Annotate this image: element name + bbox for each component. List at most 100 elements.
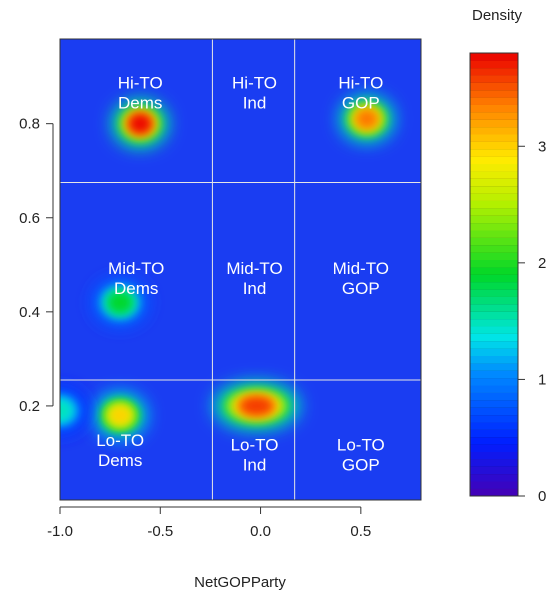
colorbar-band <box>470 451 518 460</box>
colorbar-band <box>470 97 518 105</box>
density-contour <box>110 293 131 311</box>
colorbar-band <box>470 141 518 150</box>
colorbar-band <box>470 340 518 349</box>
colorbar-band <box>470 488 518 497</box>
colorbar-band <box>470 289 518 297</box>
x-axis: -1.0 -0.5 0.0 0.5 <box>47 506 371 540</box>
colorbar-band <box>470 82 518 91</box>
colorbar-band <box>470 348 518 357</box>
region-label: Mid-TO Ind <box>226 259 282 298</box>
colorbar-band <box>470 244 518 253</box>
density-peak <box>60 387 87 434</box>
colorbar-band <box>470 259 518 268</box>
colorbar-band <box>470 230 518 238</box>
density-contour <box>356 110 377 128</box>
colorbar-band <box>470 385 518 393</box>
colorbar-band <box>470 156 518 165</box>
colorbar-band <box>470 333 518 342</box>
colorbar-band <box>470 171 518 179</box>
colorbar-band <box>470 274 518 283</box>
plot-area: Hi-TO Dems Hi-TO Ind Hi-TO GOP Mid-TO Dems Mid-T… <box>59 38 422 501</box>
density-contour <box>130 115 151 133</box>
y-tick-label: 0.4 <box>19 304 40 321</box>
colorbar-band <box>470 60 518 69</box>
region-labels: Hi-TO Dems Hi-TO Ind Hi-TO GOP Mid-TO Dems Mid-T… <box>96 73 389 474</box>
y-tick-label: 0.6 <box>19 210 40 227</box>
divider-lines <box>60 39 421 500</box>
region-label: Hi-TO GOP <box>338 73 383 112</box>
y-axis: 0.2 0.4 0.6 0.8 <box>19 116 54 415</box>
colorbar-band <box>470 104 518 113</box>
colorbar-band <box>470 444 518 452</box>
colorbar-band <box>470 311 518 320</box>
region-label: Hi-TO Dems <box>118 73 163 112</box>
region-label: Lo-TO Ind <box>231 436 279 475</box>
region-label: Mid-TO Dems <box>108 259 164 298</box>
region-label: Hi-TO Ind <box>232 73 277 112</box>
colorbar-band <box>470 67 518 76</box>
colorbar-tick-label: 3 <box>538 138 546 155</box>
colorbar-band <box>470 414 518 423</box>
colorbar-tick-label: 2 <box>538 255 546 272</box>
colorbar-band <box>470 208 518 216</box>
plot-frame <box>59 38 422 501</box>
x-tick-label: 0.0 <box>250 523 271 540</box>
x-tick-label: -1.0 <box>47 523 73 540</box>
colorbar-band <box>470 355 518 364</box>
colorbar-band <box>470 53 518 61</box>
colorbar-band <box>470 473 518 482</box>
region-label: Mid-TO GOP <box>333 259 389 298</box>
colorbar-band <box>470 370 518 379</box>
density-contour <box>60 402 71 420</box>
colorbar-band <box>470 126 518 135</box>
colorbar-band <box>470 363 518 371</box>
colorbar-band <box>470 481 518 489</box>
colorbar-band <box>470 281 518 290</box>
colorbar-band <box>470 134 518 142</box>
colorbar-band <box>470 422 518 430</box>
x-tick-label: 0.5 <box>350 523 371 540</box>
x-tick-label: -0.5 <box>147 523 173 540</box>
colorbar-band <box>470 252 518 261</box>
colorbar-band <box>470 400 518 408</box>
colorbar-band <box>470 392 518 401</box>
colorbar-band <box>470 112 518 120</box>
colorbar-band <box>470 237 518 246</box>
density-contour <box>110 406 131 424</box>
density-peak <box>339 96 394 142</box>
colorbar-tick-label: 1 <box>538 371 546 388</box>
colorbar-band <box>470 377 518 386</box>
colorbar-band <box>470 193 518 201</box>
density-peak <box>93 279 148 326</box>
colorbar-band <box>470 436 518 445</box>
colorbar-frame <box>469 52 519 497</box>
y-tick-label: 0.8 <box>19 116 40 133</box>
region-label: Lo-TO Dems <box>96 431 144 470</box>
colorbar-band <box>470 296 518 305</box>
colorbar-bands <box>470 52 518 497</box>
colorbar-band <box>470 89 518 98</box>
colorbar-ticks: 0 1 2 3 <box>518 138 546 505</box>
colorbar-band <box>470 185 518 194</box>
density-peak <box>93 392 148 439</box>
colorbar-title: Density <box>472 7 523 24</box>
colorbar-band <box>470 459 518 467</box>
colorbar-band <box>470 148 518 157</box>
colorbar-band <box>470 326 518 334</box>
colorbar: Density 0 1 2 3 <box>469 7 546 505</box>
region-label: Lo-TO GOP <box>337 436 385 475</box>
colorbar-band <box>470 222 518 231</box>
density-peak <box>113 100 168 147</box>
x-axis-title: NetGOPParty <box>194 574 286 591</box>
colorbar-band <box>470 267 518 275</box>
density-peak <box>213 383 300 429</box>
colorbar-band <box>470 466 518 475</box>
colorbar-band <box>470 163 518 172</box>
density-contour <box>240 397 273 415</box>
colorbar-band <box>470 75 518 83</box>
colorbar-band <box>470 304 518 312</box>
colorbar-tick-label: 0 <box>538 488 546 505</box>
colorbar-band <box>470 407 518 416</box>
density-peaks <box>60 96 394 439</box>
